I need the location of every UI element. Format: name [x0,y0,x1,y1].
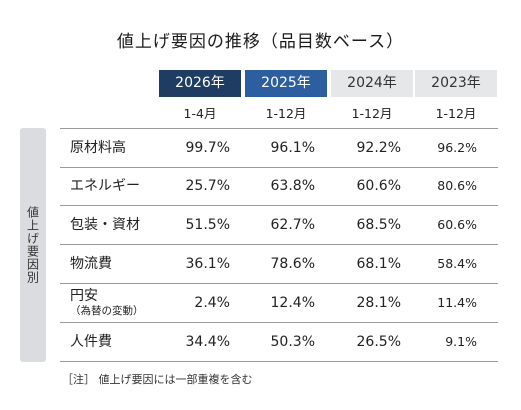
data-cell: 26.5% [356,334,401,350]
data-cell: 34.4% [185,334,230,350]
data-cell: 78.6% [270,256,315,272]
data-cell: 80.6% [437,178,477,193]
row-label: 包装・資材 [70,206,140,244]
row-label: 円安 （為替の変動） [70,284,144,322]
data-cell: 50.3% [270,334,315,350]
column-period-3: 1-12月 [435,106,477,121]
table-row: 物流費 36.1% 78.6% 68.1% 58.4% [60,245,498,284]
data-cell: 60.6% [437,217,477,232]
data-cell: 68.1% [356,256,401,272]
table-row: 包装・資材 51.5% 62.7% 68.5% 60.6% [60,206,498,245]
column-period-0: 1-4月 [183,106,217,121]
row-label-text: エネルギー [70,177,140,194]
row-label-text: 円安 [70,288,98,304]
data-cell: 12.4% [270,295,315,311]
row-label-text: 物流費 [70,255,112,272]
row-label: エネルギー [70,167,140,205]
data-cell: 36.1% [185,256,230,272]
data-cell: 96.2% [437,140,477,155]
table-row: 原材料高 99.7% 96.1% 92.2% 96.2% [60,128,498,168]
column-header-0: 2026年 [159,70,241,97]
row-label-text: 原材料高 [70,139,126,156]
row-group-label: 値上げ要因別 [20,128,46,362]
data-cell: 11.4% [437,295,477,310]
data-cell: 68.5% [356,217,401,233]
row-group-label-text: 値上げ要因別 [25,206,40,284]
data-cell: 99.7% [185,140,230,156]
chart-title: 値上げ要因の推移（品目数ベース） [116,32,405,52]
row-label: 人件費 [70,323,112,361]
column-header-1: 2025年 [245,70,327,97]
row-sublabel-text: （為替の変動） [70,305,144,317]
row-label: 原材料高 [70,129,126,167]
data-cell: 62.7% [270,217,315,233]
data-cell: 60.6% [356,178,401,194]
table-row: 円安 （為替の変動） 2.4% 12.4% 28.1% 11.4% [60,284,498,323]
table-row: 人件費 34.4% 50.3% 26.5% 9.1% [60,323,498,362]
footnote: ［注］ 値上げ要因には一部重複を含む [62,373,253,386]
data-cell: 63.8% [270,178,315,194]
row-label: 物流費 [70,245,112,283]
data-cell: 25.7% [185,178,230,194]
table-row: エネルギー 25.7% 63.8% 60.6% 80.6% [60,167,498,206]
data-cell: 28.1% [356,295,401,311]
data-cell: 92.2% [356,140,401,156]
row-label-text: 人件費 [70,333,112,350]
data-cell: 58.4% [437,256,477,271]
row-label-text: 包装・資材 [70,216,140,233]
data-cell: 2.4% [194,295,230,311]
column-header-2: 2024年 [331,70,413,97]
data-cell: 9.1% [445,334,477,349]
column-header-3: 2023年 [415,70,497,97]
data-cell: 96.1% [270,140,315,156]
data-cell: 51.5% [185,217,230,233]
column-period-2: 1-12月 [351,106,393,121]
column-period-1: 1-12月 [265,106,307,121]
